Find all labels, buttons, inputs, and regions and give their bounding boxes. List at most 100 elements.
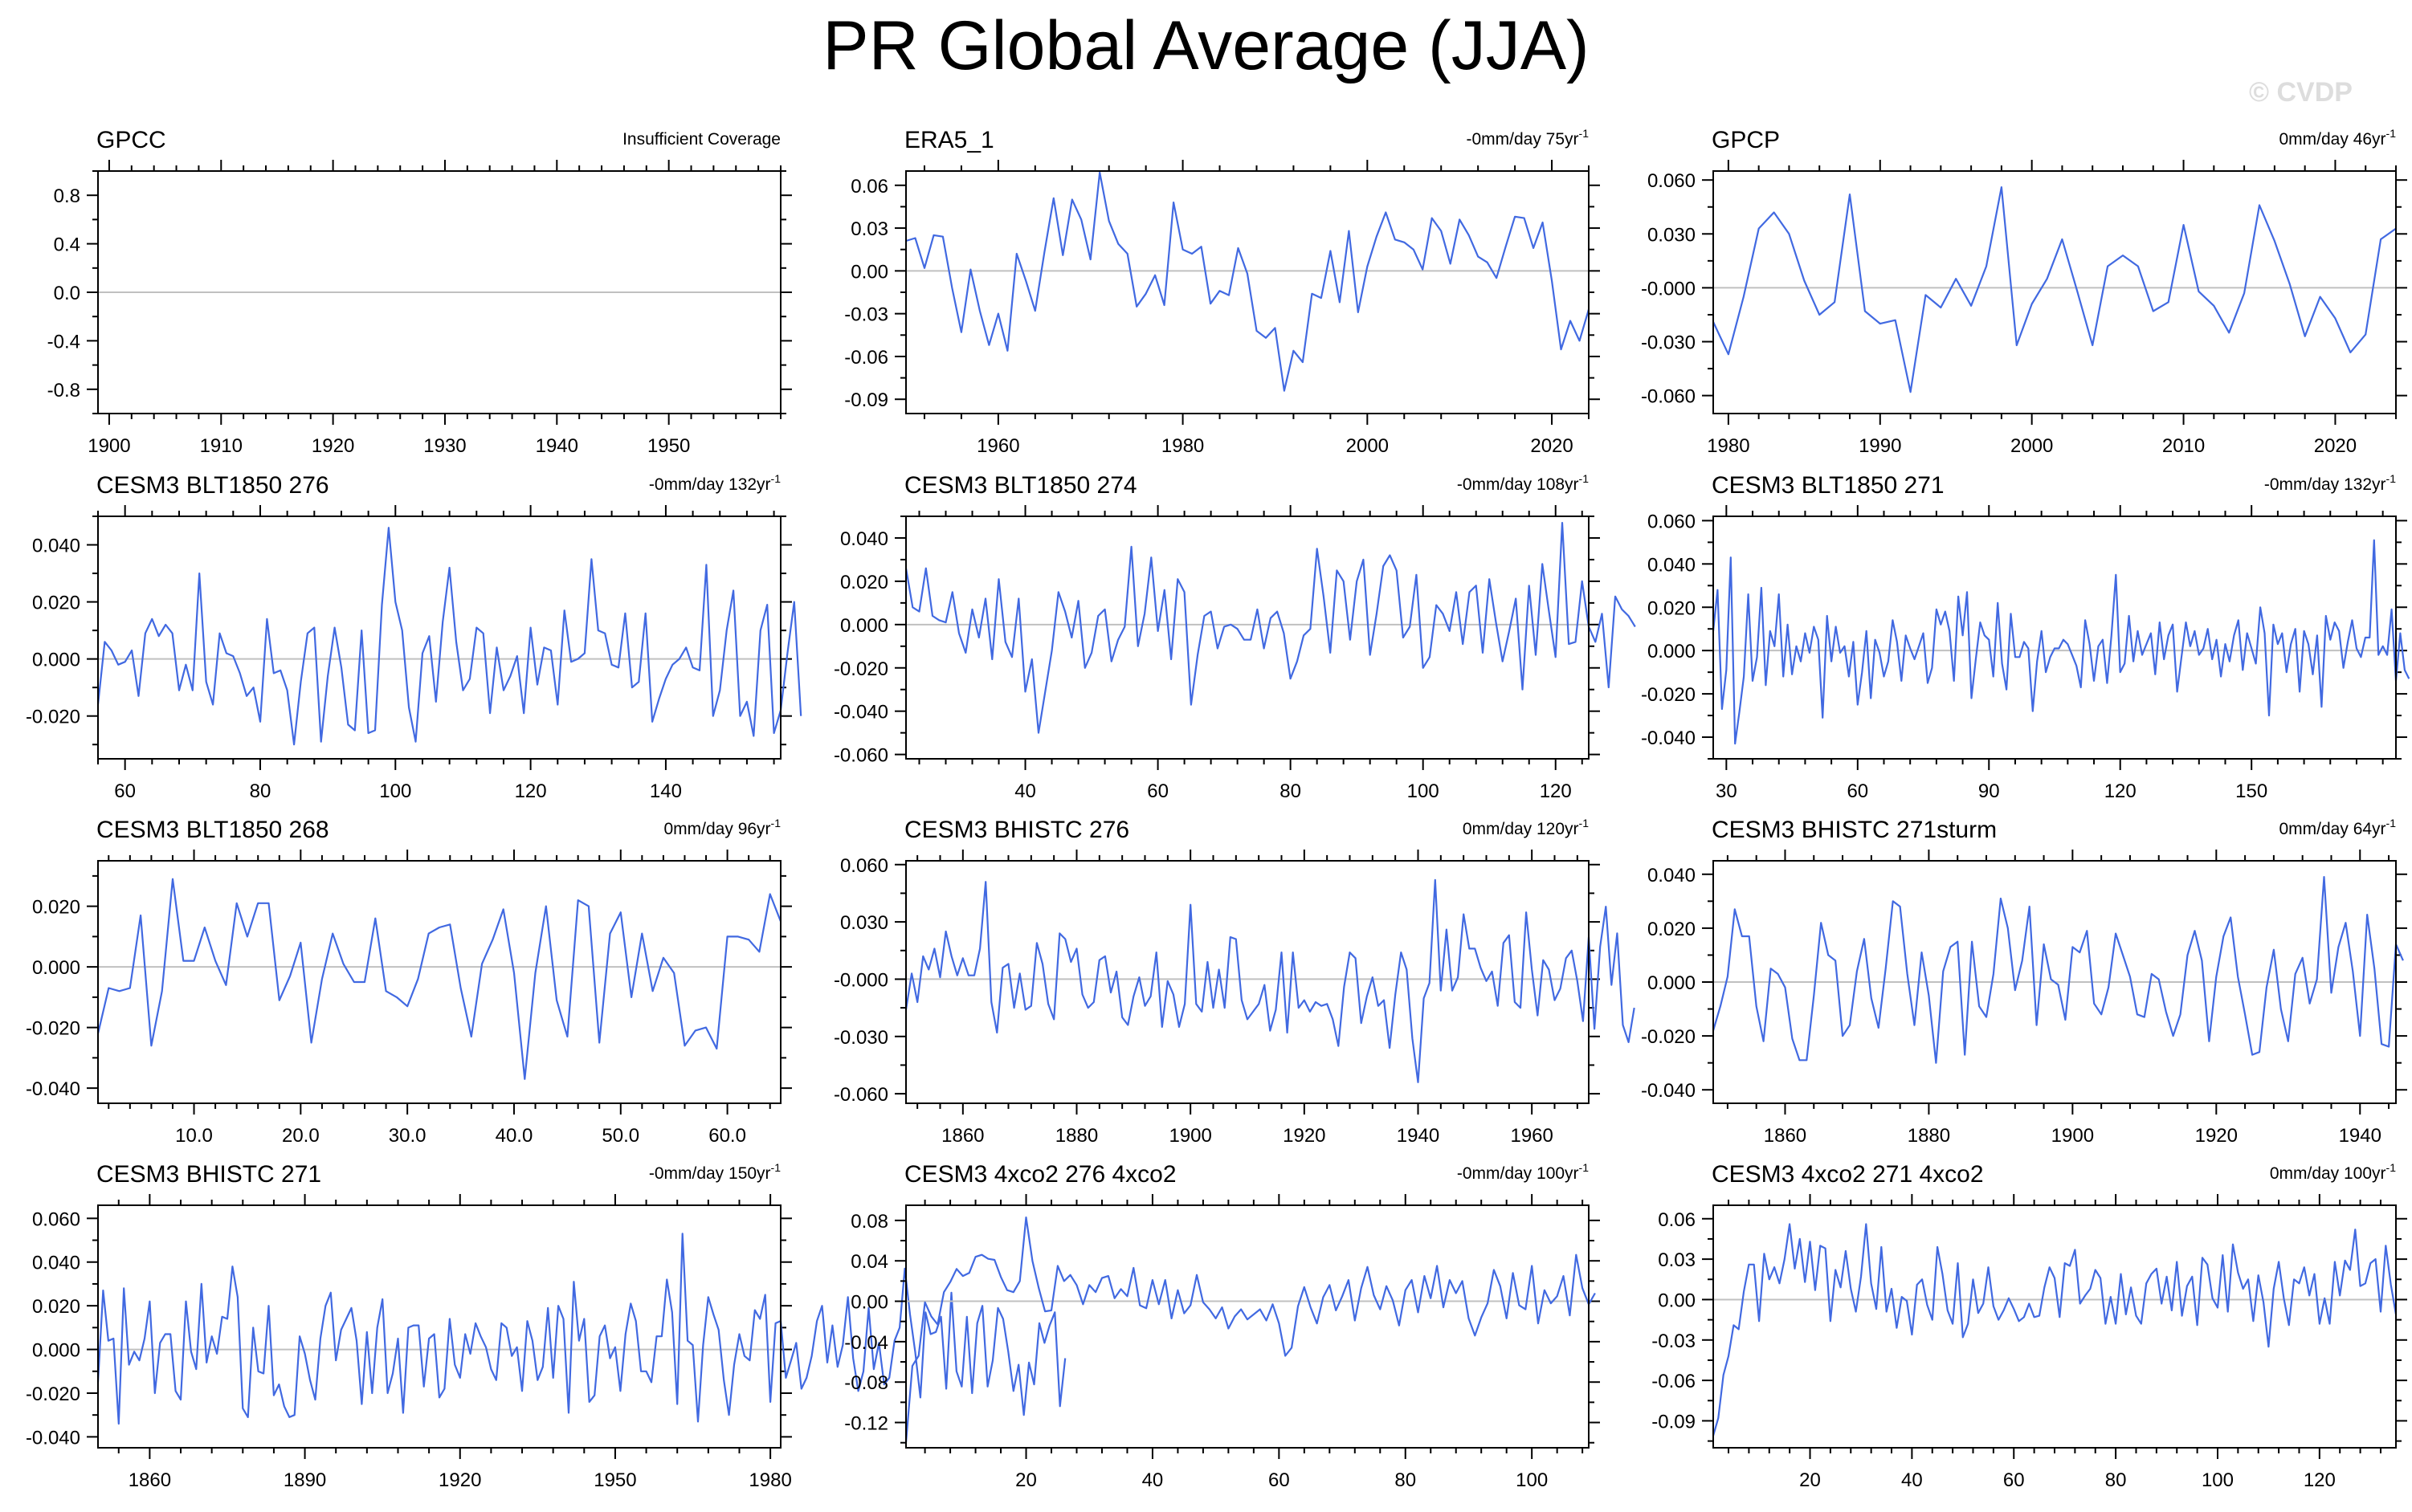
panel-trend-label: -0mm/day 108yr-1 [1457,472,1589,494]
x-tick-label: 1920 [312,435,354,457]
x-tick-label: 120 [1540,780,1572,802]
y-tick-label: 0.020 [32,593,80,614]
x-tick-label: 1900 [2051,1125,2094,1147]
y-tick-label: -0.020 [26,1384,80,1405]
panel-8: 1860 1880 1900 1920 1940 1960 -0.060 -0.030 -0.0… [834,817,1635,1147]
panel-trend-label: 0mm/day 46yr-1 [2279,127,2397,149]
x-tick-label: 2020 [1530,435,1573,457]
panel-trend-label: -0mm/day 75yr-1 [1467,127,1590,149]
x-tick-label: 2000 [2010,435,2053,457]
plot-frame [97,516,782,760]
y-tick-label: 0.020 [32,1296,80,1318]
plot-frame [1712,860,2397,1104]
x-tick-label: 20 [1015,1469,1037,1491]
panel-10: 1860 1890 1920 1950 1980 -0.040 -0.020 0.000 0.0… [26,1161,1067,1491]
x-tick-label: 40 [1901,1469,1923,1491]
y-tick-label: -0.08 [844,1372,888,1394]
panel-title: CESM3 BHISTC 271sturm [1712,817,1997,843]
y-tick-label: -0.060 [834,745,888,767]
y-tick-label: -0.020 [1641,684,1696,706]
x-tick-label: 1860 [941,1125,984,1147]
panel-trend-label: 0mm/day 120yr-1 [1463,817,1589,838]
y-tick-label: -0.000 [834,969,888,991]
panel-trend-label: -0mm/day 100yr-1 [1457,1161,1589,1183]
y-tick-label: -0.4 [47,331,80,353]
plot-frame [905,516,1590,760]
y-tick-label: -0.8 [47,380,80,401]
plot-frame [1712,516,2397,760]
y-tick-label: -0.09 [844,389,888,411]
x-tick-label: 1980 [1161,435,1204,457]
panel-6: 30 60 90 120 150 -0.040 -0.020 0.000 0.020 0.040 0… [1641,472,2410,802]
y-tick-label: -0.04 [844,1332,888,1354]
x-tick-label: 2000 [1346,435,1389,457]
series-line [904,1216,1596,1443]
y-tick-label: -0.03 [844,304,888,326]
y-tick-label: 0.060 [840,855,888,877]
y-tick-label: 0.000 [1647,641,1696,662]
series-line [96,1233,1067,1425]
x-tick-label: 90 [1978,780,2000,802]
x-tick-label: 60 [1847,780,1868,802]
x-tick-label: 2010 [2162,435,2205,457]
x-tick-label: 1940 [1397,1125,1439,1147]
y-tick-label: 0.020 [32,897,80,919]
series-line [96,878,782,1080]
y-tick-label: -0.06 [1651,1371,1696,1392]
panel-title: CESM3 4xco2 276 4xco2 [904,1161,1177,1188]
panel-trend-label: 0mm/day 96yr-1 [664,817,782,838]
x-tick-label: 80 [2105,1469,2127,1491]
x-tick-label: 120 [515,780,547,802]
y-tick-label: 0.020 [1647,919,1696,940]
y-tick-label: 0.03 [851,218,888,240]
panel-2: 1960 1980 2000 2020 -0.09 -0.06 -0.03 0.00 0.03 0… [844,127,1600,457]
y-tick-label: 0.060 [1647,170,1696,192]
x-tick-label: 20.0 [282,1125,320,1147]
panel-trend-label: Insufficient Coverage [622,130,781,149]
x-tick-label: 2020 [2314,435,2357,457]
x-tick-label: 1900 [88,435,130,457]
x-tick-label: 1980 [1707,435,1749,457]
y-tick-label: 0.030 [1647,224,1696,246]
panel-title: CESM3 4xco2 271 4xco2 [1712,1161,1984,1188]
series-line [1712,539,2410,745]
x-tick-label: 30.0 [389,1125,426,1147]
panel-title: CESM3 BLT1850 268 [96,817,329,843]
x-tick-label: 30 [1716,780,1737,802]
x-tick-label: 1900 [1169,1125,1211,1147]
y-tick-label: 0.040 [840,528,888,550]
y-tick-label: 0.00 [1658,1290,1696,1311]
panel-trend-label: 0mm/day 64yr-1 [2279,817,2397,838]
y-tick-label: 0.020 [840,572,888,593]
series-line [1712,875,2404,1064]
y-tick-label: -0.040 [26,1078,80,1100]
x-tick-label: 40 [1014,780,1036,802]
y-tick-label: 0.04 [851,1251,888,1273]
y-tick-label: -0.030 [834,1027,888,1049]
x-tick-label: 1880 [1055,1125,1098,1147]
x-tick-label: 1860 [1764,1125,1806,1147]
x-tick-label: 60 [1268,1469,1290,1491]
cvdp-watermark: © CVDP [2249,77,2353,108]
y-tick-label: -0.000 [1641,278,1696,300]
plot-frame [905,1204,1590,1449]
x-tick-label: 1860 [129,1469,171,1491]
x-tick-label: 1990 [1859,435,1901,457]
x-tick-label: 80 [250,780,271,802]
x-tick-label: 1890 [284,1469,326,1491]
x-tick-label: 1880 [1908,1125,1950,1147]
panel-trend-label: 0mm/day 100yr-1 [2270,1161,2396,1183]
x-tick-label: 60 [2003,1469,2025,1491]
x-tick-label: 100 [1407,780,1439,802]
x-tick-label: 1940 [2339,1125,2381,1147]
y-tick-label: 0.030 [840,912,888,934]
y-tick-label: 0.4 [54,234,80,256]
x-tick-label: 120 [2104,780,2137,802]
y-tick-label: -0.060 [834,1084,888,1106]
y-tick-label: -0.060 [1641,386,1696,408]
panel-title: CESM3 BHISTC 276 [904,817,1129,843]
plot-frame [97,1204,782,1449]
plot-frame [97,170,782,414]
y-tick-label: 0.06 [851,176,888,198]
x-tick-label: 1960 [1510,1125,1553,1147]
